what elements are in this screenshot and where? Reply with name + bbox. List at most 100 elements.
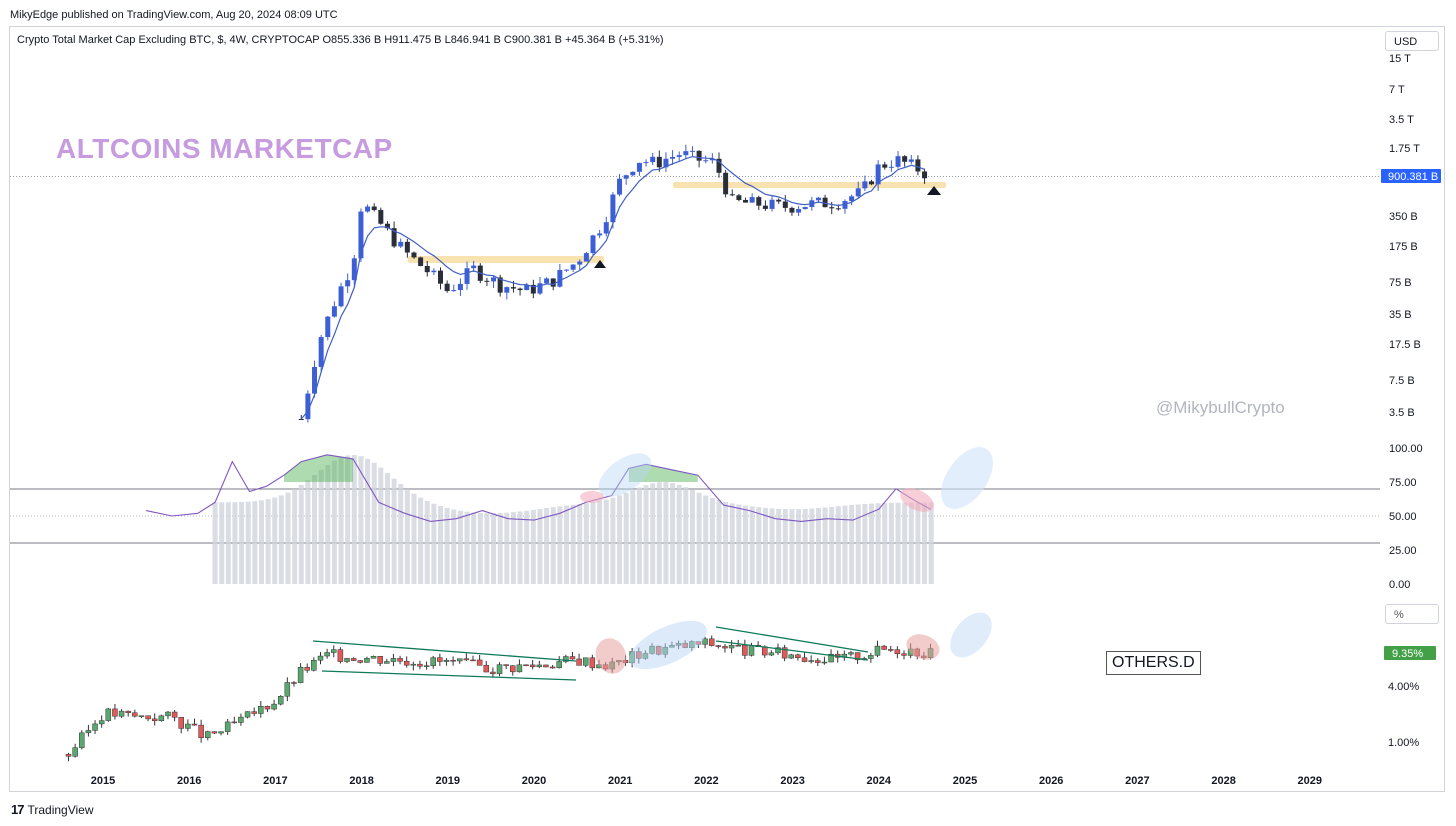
candle-body	[497, 277, 503, 293]
rsi-axis[interactable]: 100.00 75.00 50.00 25.00 0.00	[1389, 443, 1423, 591]
others-candle-body	[708, 638, 715, 646]
candle-body	[351, 258, 357, 281]
rsi-tick: 75.00	[1389, 477, 1417, 489]
histogram-bar	[212, 502, 218, 584]
candle-body	[457, 283, 463, 291]
histogram-bar	[258, 500, 264, 584]
time-tick-2020: 2020	[522, 775, 546, 787]
tradingview-brand: TradingView	[27, 802, 94, 817]
time-axis[interactable]: 2015 2016 2017 2018 2019 2020 2021 2022 2023 2024…	[91, 775, 1322, 787]
others-candle-body	[768, 652, 775, 656]
others-candle-body	[463, 658, 470, 661]
candle-body	[855, 188, 861, 197]
others-candle-body	[158, 715, 165, 722]
others-candle-body	[417, 663, 423, 667]
others-candle-body	[423, 665, 430, 667]
time-tick-2023: 2023	[780, 775, 804, 787]
others-candle-body	[443, 659, 450, 662]
percent-button[interactable]: %	[1385, 604, 1439, 624]
others-candle-body	[775, 647, 781, 654]
others-candle-body	[523, 664, 529, 667]
others-candle-body	[331, 649, 337, 653]
current-price-tag	[1381, 169, 1441, 183]
histogram-bar	[835, 506, 841, 584]
candle-body	[915, 159, 921, 172]
candle-body	[762, 205, 768, 209]
candle-body	[676, 155, 682, 157]
others-candle-body	[138, 715, 145, 717]
candle-body	[756, 197, 762, 206]
currency-button[interactable]: USD	[1385, 31, 1439, 51]
candle-body	[583, 253, 589, 262]
footer[interactable]: 17 TradingView	[11, 802, 94, 817]
others-candle-body	[112, 708, 118, 717]
trendline-upper-2018	[312, 640, 577, 662]
histogram-bar	[358, 456, 364, 584]
histogram-bar	[239, 501, 245, 584]
rsi-overbought-fill	[284, 454, 698, 482]
others-candle-body	[244, 711, 251, 718]
histogram-bar	[232, 502, 238, 584]
candle-body	[650, 156, 656, 163]
others-candle-body	[151, 718, 158, 722]
candle-body	[404, 241, 410, 253]
histogram-bar	[915, 502, 921, 584]
others-candle-body	[344, 658, 350, 662]
support-zone-2020	[408, 256, 604, 263]
rsi-highlight-red-2024	[900, 488, 934, 512]
histogram-bar	[683, 487, 689, 584]
others-candle-body	[821, 661, 828, 664]
candle-body	[776, 199, 782, 202]
histogram-bar	[338, 457, 344, 584]
others-current-tag	[1384, 646, 1436, 660]
others-candle-body	[205, 731, 211, 739]
candle-body	[338, 286, 344, 307]
others-candle-body	[317, 655, 324, 661]
others-candle-body	[364, 658, 370, 663]
others-candle-body	[788, 654, 795, 659]
candle-body	[630, 171, 636, 176]
histogram-bar	[590, 502, 596, 584]
histogram-bar	[928, 502, 934, 584]
symbol-legend: Crypto Total Market Cap Excluding BTC, $…	[17, 34, 664, 46]
others-candle-body	[218, 731, 224, 734]
histogram-bar	[829, 506, 835, 584]
rsi-line	[145, 454, 931, 522]
others-candle-body	[165, 711, 171, 717]
candle-body	[331, 306, 337, 317]
candle-body	[431, 270, 437, 273]
others-candle-body	[868, 655, 874, 659]
histogram-bar	[524, 510, 530, 584]
current-price-tag-text: 900.381 B	[1388, 171, 1438, 183]
time-tick-2021: 2021	[608, 775, 632, 787]
histogram-bar	[663, 482, 669, 584]
histogram-bar	[650, 483, 656, 584]
price-axis[interactable]: 15 T 7 T 3.5 T 1.75 T 350 B 175 B 75 B 35 B 17.5…	[1389, 53, 1421, 419]
others-candle-body	[735, 644, 741, 647]
others-d-label: OTHERS.D	[1106, 651, 1201, 675]
histogram-bar	[325, 464, 331, 584]
others-candle-body	[722, 646, 728, 649]
histogram-bar	[219, 502, 225, 584]
histogram-bar	[351, 455, 357, 584]
histogram-bar	[298, 484, 304, 584]
histogram-bar	[550, 507, 556, 584]
candle-body	[643, 162, 649, 164]
trendline-upper-2022	[715, 626, 869, 653]
candle-body	[451, 290, 457, 292]
histogram-bar	[603, 499, 609, 584]
others-candle-body	[576, 658, 582, 666]
others-candle-body	[848, 652, 854, 655]
others-candle-body	[563, 656, 569, 662]
candle-body	[716, 158, 722, 173]
time-tick-2025: 2025	[953, 775, 977, 787]
histogram-bar	[902, 502, 908, 584]
others-highlight-blue-2025	[950, 612, 992, 658]
price-tick: 15 T	[1389, 53, 1411, 65]
candle-body	[769, 199, 775, 209]
candle-body	[550, 278, 556, 287]
histogram-bar	[378, 467, 384, 584]
histogram-bar	[809, 508, 815, 584]
candle-body	[345, 280, 351, 287]
